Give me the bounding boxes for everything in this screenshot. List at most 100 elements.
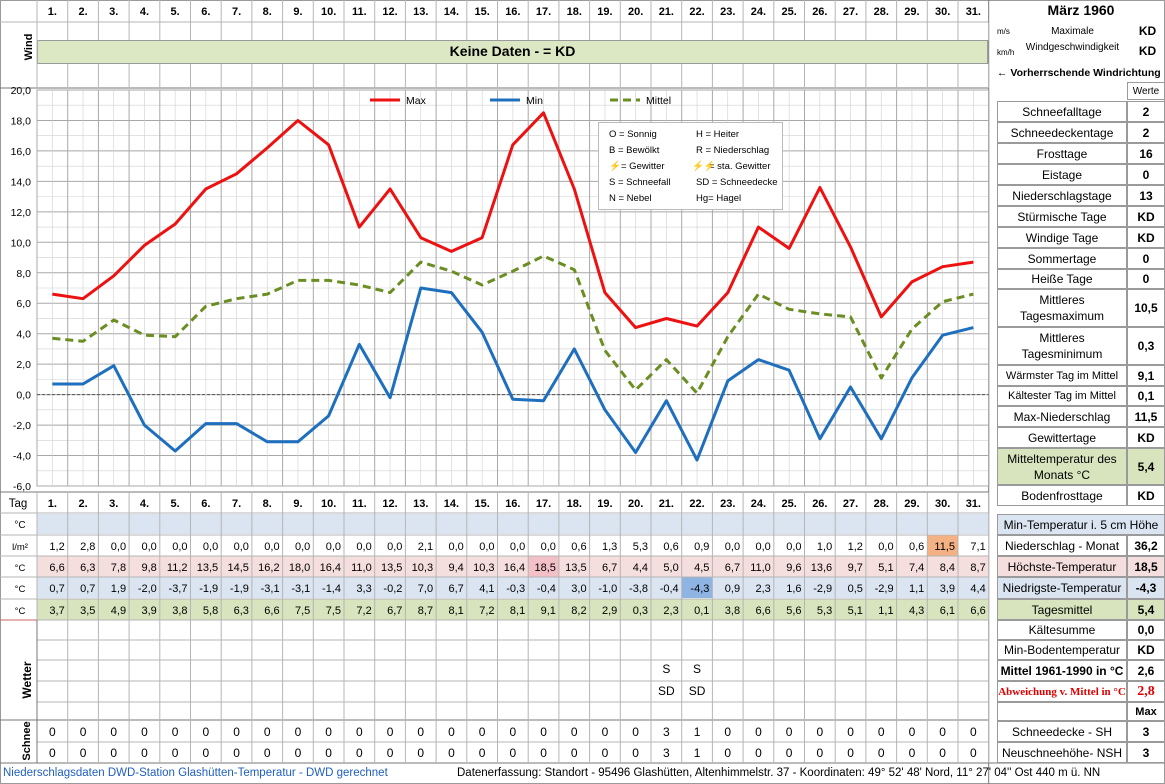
legend-symbol-right: SD = Schneedecke bbox=[696, 177, 778, 188]
header-day-27: 27. bbox=[843, 6, 858, 18]
sh-4: 0 bbox=[141, 725, 148, 739]
data-point-mittel bbox=[174, 336, 176, 338]
mittel-value-5: 3,8 bbox=[172, 605, 187, 617]
hoechst-value-3: 7,8 bbox=[111, 562, 126, 574]
header-day-24: 24. bbox=[751, 6, 766, 18]
tag-day-3: 3. bbox=[109, 498, 118, 510]
niederschlag-value-2: 2,8 bbox=[80, 541, 95, 553]
sh-22: 1 bbox=[694, 725, 701, 739]
ytick-label: 0,0 bbox=[16, 390, 31, 402]
legend-symbol-left: O = Sonnig bbox=[609, 129, 657, 140]
data-point-min bbox=[665, 400, 667, 402]
data-point-mittel bbox=[205, 305, 207, 307]
niederschlag-value-21: 0,6 bbox=[663, 541, 678, 553]
tag-day-10: 10. bbox=[321, 498, 336, 510]
nsh-1: 0 bbox=[49, 746, 56, 760]
sh-2: 0 bbox=[80, 725, 87, 739]
stat-value: 16 bbox=[1127, 143, 1165, 164]
niederschlag-value-14: 0,0 bbox=[449, 541, 464, 553]
data-point-max bbox=[757, 226, 759, 228]
header-day-15: 15. bbox=[475, 6, 490, 18]
wetter2-21: SD bbox=[658, 684, 675, 698]
header-day-30: 30. bbox=[935, 6, 950, 18]
lower-stat-label: Niederschlag - Monat bbox=[997, 535, 1127, 556]
data-point-max bbox=[849, 246, 851, 248]
data-point-max bbox=[727, 291, 729, 293]
sh-19: 0 bbox=[602, 725, 609, 739]
hoechst-value-16: 16,4 bbox=[504, 562, 525, 574]
data-point-min bbox=[235, 422, 237, 424]
stat-label: Niederschlagstage bbox=[997, 185, 1127, 206]
lower-stat-value: Max bbox=[1127, 702, 1165, 721]
niedrigst-value-2: 0,7 bbox=[80, 583, 95, 595]
nsh-28: 0 bbox=[878, 746, 885, 760]
data-point-min bbox=[941, 334, 943, 336]
hoechst-value-17: 18,5 bbox=[534, 562, 555, 574]
nsh-11: 0 bbox=[356, 746, 363, 760]
niederschlag-value-15: 0,0 bbox=[479, 541, 494, 553]
header-day-14: 14. bbox=[444, 6, 459, 18]
werte-label: Werte bbox=[1127, 82, 1165, 100]
nsh-15: 0 bbox=[479, 746, 486, 760]
stat-label: Bodenfrosttage bbox=[997, 485, 1127, 506]
header-day-12: 12. bbox=[382, 6, 397, 18]
footer-right: Datenerfassung: Standort - 95496 Glashüt… bbox=[457, 767, 1101, 779]
header-day-29: 29. bbox=[904, 6, 919, 18]
legend-label-max: Max bbox=[406, 95, 427, 107]
niederschlag-value-30: 11,5 bbox=[934, 541, 955, 553]
niedrigst-value-15: 4,1 bbox=[479, 583, 494, 595]
data-point-max bbox=[819, 186, 821, 188]
header-day-4: 4. bbox=[140, 6, 149, 18]
data-point-max bbox=[573, 188, 575, 190]
ytick-label: 8,0 bbox=[16, 268, 31, 280]
data-point-mittel bbox=[235, 297, 237, 299]
data-point-max bbox=[82, 297, 84, 299]
hoechst-value-14: 9,4 bbox=[449, 562, 464, 574]
data-point-max bbox=[327, 144, 329, 146]
niedrigst-value-1: 0,7 bbox=[49, 583, 64, 595]
sh-17: 0 bbox=[540, 725, 547, 739]
nsh-30: 0 bbox=[939, 746, 946, 760]
mittel-value-25: 5,6 bbox=[786, 605, 801, 617]
stat-value: 0 bbox=[1127, 269, 1165, 289]
legend-symbol-right: = sta. Gewitter bbox=[709, 161, 771, 172]
sh-9: 0 bbox=[295, 725, 302, 739]
data-point-max bbox=[911, 281, 913, 283]
hoechst-value-10: 16,4 bbox=[320, 562, 341, 574]
sh-10: 0 bbox=[325, 725, 332, 739]
sh-12: 0 bbox=[387, 725, 394, 739]
data-point-min bbox=[757, 358, 759, 360]
niederschlag-value-10: 0,0 bbox=[326, 541, 341, 553]
data-point-mittel bbox=[327, 279, 329, 281]
nsh-14: 0 bbox=[448, 746, 455, 760]
row-band-niederschlag bbox=[37, 535, 989, 556]
niederschlag-value-4: 0,0 bbox=[142, 541, 157, 553]
niedrigst-value-16: -0,3 bbox=[506, 583, 525, 595]
lower-stat-value: 2,8 bbox=[1127, 681, 1165, 702]
niederschlag-value-20: 5,3 bbox=[633, 541, 648, 553]
nsh-24: 0 bbox=[755, 746, 762, 760]
niedrigst-value-14: 6,7 bbox=[449, 583, 464, 595]
data-point-mittel bbox=[941, 301, 943, 303]
highlight-cell bbox=[927, 535, 958, 556]
series-line-mittel bbox=[52, 254, 974, 395]
header-day-25: 25. bbox=[782, 6, 797, 18]
data-point-min bbox=[819, 438, 821, 440]
header-day-6: 6. bbox=[201, 6, 210, 18]
data-point-mittel bbox=[542, 255, 544, 257]
sh-28: 0 bbox=[878, 725, 885, 739]
niederschlag-value-9: 0,0 bbox=[295, 541, 310, 553]
legend-symbol-left: N = Nebel bbox=[609, 193, 652, 204]
niederschlag-value-16: 0,0 bbox=[510, 541, 525, 553]
hoechst-value-1: 6,6 bbox=[49, 562, 64, 574]
lower-stat-value: KD bbox=[1127, 640, 1165, 660]
stat-label: Eistage bbox=[997, 164, 1127, 185]
legend-symbol-right: H = Heiter bbox=[696, 129, 740, 140]
stat-value: 11,5 bbox=[1127, 406, 1165, 427]
mittel-value-8: 6,6 bbox=[264, 605, 279, 617]
sh-29: 0 bbox=[909, 725, 916, 739]
header-day-28: 28. bbox=[874, 6, 889, 18]
lower-stat-label: Min-Temperatur i. 5 cm Höhe bbox=[997, 514, 1165, 535]
mittel-value-12: 6,7 bbox=[387, 605, 402, 617]
hoechst-value-8: 16,2 bbox=[258, 562, 279, 574]
